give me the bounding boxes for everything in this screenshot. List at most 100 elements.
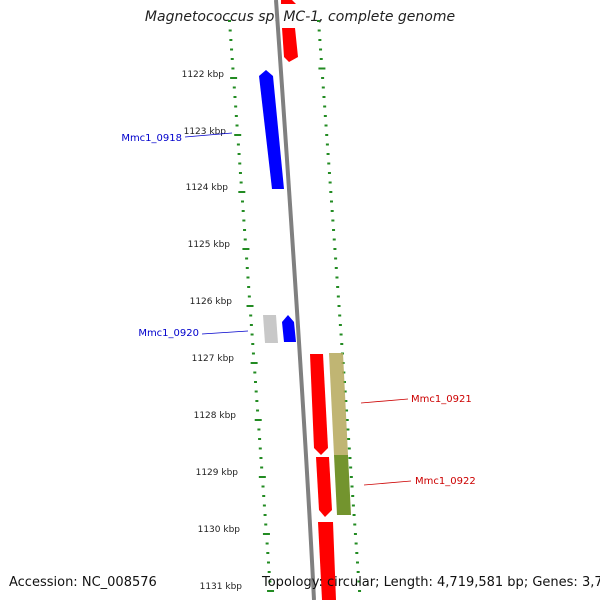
genes-label: Genes: bbox=[532, 575, 578, 590]
tick-mark-right bbox=[348, 457, 352, 459]
feature-red-4 bbox=[318, 522, 336, 600]
accession-label: Accession: bbox=[9, 575, 78, 590]
tick-mark-right bbox=[352, 514, 356, 516]
tick-mark-left bbox=[241, 210, 245, 212]
tick-mark-right bbox=[321, 86, 325, 89]
tick-label: 1129 kbp bbox=[196, 468, 239, 478]
tick-mark-right bbox=[322, 96, 326, 98]
accession-value: NC_008576 bbox=[81, 575, 157, 590]
tick-mark-left bbox=[234, 115, 238, 117]
tick-mark-right bbox=[353, 523, 357, 526]
tick-mark-left bbox=[258, 476, 266, 478]
feature-red-2 bbox=[310, 354, 328, 455]
tick-mark-right bbox=[319, 58, 323, 60]
tick-mark-left bbox=[243, 229, 247, 231]
tick-mark-left bbox=[228, 29, 232, 32]
tick-mark-left bbox=[239, 181, 243, 184]
tick-mark-right bbox=[319, 48, 323, 51]
tick-mark-right bbox=[338, 314, 342, 317]
tick-mark-left bbox=[257, 428, 261, 431]
tick-mark-right bbox=[337, 305, 341, 307]
tick-mark-left bbox=[253, 381, 257, 383]
tick-mark-left bbox=[264, 523, 268, 526]
tick-mark-right bbox=[334, 267, 338, 269]
tick-mark-left bbox=[243, 238, 247, 241]
tick-mark-right bbox=[351, 495, 355, 497]
tick-mark-left bbox=[249, 324, 253, 326]
feature-mmc1-0920 bbox=[282, 315, 296, 342]
tick-mark-left bbox=[258, 438, 262, 440]
leader-mmc1-0920 bbox=[201, 330, 249, 335]
tick-mark-right bbox=[343, 390, 347, 393]
tick-mark-right bbox=[327, 172, 331, 174]
tick-mark-right bbox=[338, 324, 342, 326]
feature-red-3 bbox=[316, 457, 332, 517]
tick-mark-right bbox=[349, 466, 353, 469]
tick-mark-left bbox=[261, 485, 265, 488]
tick-mark-left bbox=[262, 504, 266, 507]
tick-label: 1124 kbp bbox=[186, 183, 229, 193]
tick-mark-left bbox=[234, 105, 238, 108]
tick-mark-left bbox=[249, 314, 253, 317]
tick-mark-right bbox=[317, 29, 321, 32]
tick-mark-left bbox=[236, 143, 240, 146]
length-value: 4,719,581 bp bbox=[437, 575, 524, 590]
tick-mark-right bbox=[330, 210, 334, 212]
tick-mark-right bbox=[345, 419, 349, 421]
tick-mark-right bbox=[339, 333, 343, 336]
tick-mark-right bbox=[327, 162, 331, 165]
tick-mark-right bbox=[323, 115, 327, 117]
feature-red-1 bbox=[282, 28, 298, 62]
tick-mark-right bbox=[324, 124, 328, 127]
tick-mark-left bbox=[267, 590, 275, 592]
genome-summary: Topology: circular; Length: 4,719,581 bp… bbox=[262, 575, 600, 590]
tick-label: 1128 kbp bbox=[194, 411, 237, 421]
tick-mark-right bbox=[350, 485, 354, 488]
tick-mark-left bbox=[260, 466, 264, 469]
tick-mark-left bbox=[251, 352, 255, 355]
gc-skew-negative bbox=[334, 455, 351, 515]
tick-mark-left bbox=[246, 305, 254, 307]
tick-mark-left bbox=[245, 267, 249, 269]
tick-mark-left bbox=[242, 248, 250, 250]
tick-mark-right bbox=[325, 143, 329, 146]
tick-mark-right bbox=[342, 381, 346, 383]
feature-grey bbox=[263, 315, 278, 343]
tick-mark-left bbox=[238, 191, 246, 193]
tick-mark-left bbox=[230, 77, 238, 79]
tick-mark-left bbox=[251, 343, 255, 345]
gene-label-mmc1-0920: Mmc1_0920 bbox=[138, 328, 199, 339]
tick-mark-left bbox=[262, 533, 270, 535]
tick-mark-left bbox=[263, 514, 267, 516]
tick-mark-right bbox=[331, 219, 335, 222]
tick-mark-right bbox=[345, 409, 349, 412]
tick-mark-left bbox=[242, 219, 246, 222]
tick-mark-right bbox=[336, 286, 340, 288]
tick-mark-right bbox=[323, 105, 327, 108]
feature-mmc1-0918 bbox=[259, 70, 284, 189]
gc-skew-positive bbox=[329, 353, 348, 455]
tick-mark-left bbox=[266, 552, 270, 554]
genome-backbone bbox=[274, 0, 316, 600]
tick-mark-left bbox=[259, 457, 263, 459]
tick-mark-right bbox=[347, 438, 351, 440]
tick-mark-left bbox=[233, 96, 237, 98]
tick-mark-right bbox=[349, 476, 353, 478]
tick-mark-right bbox=[318, 39, 322, 41]
tick-mark-left bbox=[250, 333, 254, 336]
tick-mark-left bbox=[238, 172, 242, 174]
leader-mmc1-0921 bbox=[360, 398, 409, 404]
topology-value: circular bbox=[326, 575, 376, 590]
tick-mark-right bbox=[333, 248, 337, 250]
tick-mark-left bbox=[253, 371, 257, 374]
tick-mark-left bbox=[228, 20, 231, 22]
tick-mark-right bbox=[325, 134, 329, 136]
tick-mark-left bbox=[268, 580, 272, 583]
tick-label: 1125 kbp bbox=[188, 240, 231, 250]
tick-mark-left bbox=[234, 134, 242, 136]
tick-mark-left bbox=[255, 400, 259, 402]
tick-mark-left bbox=[240, 200, 244, 203]
tick-label: 1131 kbp bbox=[200, 582, 243, 592]
